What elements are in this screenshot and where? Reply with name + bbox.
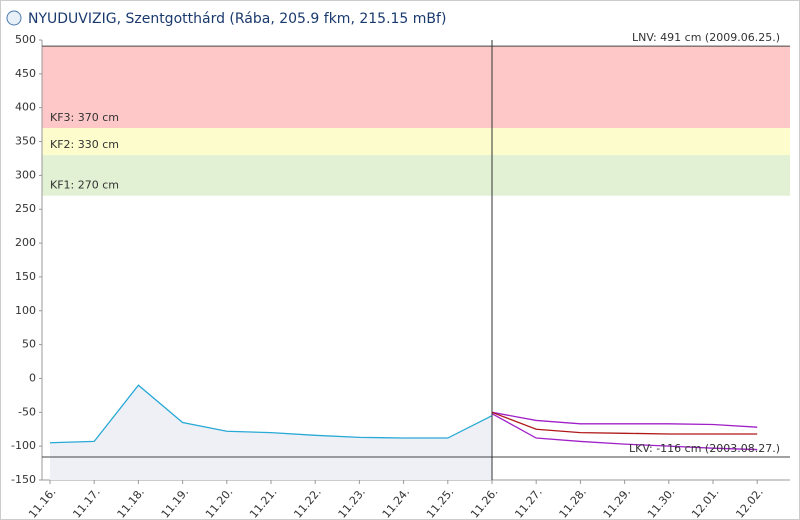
series-line	[49, 384, 493, 444]
y-tick-label: 450	[15, 67, 36, 80]
series-line	[491, 411, 758, 428]
y-tick-label: 0	[29, 371, 36, 384]
logo	[6, 10, 22, 26]
alert-band	[42, 155, 790, 196]
y-tick-label: 300	[15, 168, 36, 181]
y-tick-label: 400	[15, 101, 36, 114]
y-tick-label: -150	[11, 473, 36, 486]
y-tick-label: 50	[22, 338, 36, 351]
y-tick-label: 500	[15, 33, 36, 46]
alert-band	[42, 46, 790, 128]
band-label: KF3: 370 cm	[50, 111, 119, 124]
y-tick-label: 150	[15, 270, 36, 283]
band-label: KF2: 330 cm	[50, 138, 119, 151]
limit-label: LNV: 491 cm (2009.06.25.)	[632, 31, 780, 44]
series-line	[491, 411, 758, 435]
band-label: KF1: 270 cm	[50, 179, 119, 192]
y-tick-label: 100	[15, 304, 36, 317]
y-tick-label: 250	[15, 202, 36, 215]
y-tick-label: -100	[11, 439, 36, 452]
y-tick-label: 350	[15, 135, 36, 148]
limit-label: LKV: -116 cm (2003.08.27.)	[629, 442, 780, 455]
y-tick-label: 200	[15, 236, 36, 249]
y-tick-label: -50	[18, 405, 36, 418]
chart-title: NYUDUVIZIG, Szentgotthárd (Rába, 205.9 f…	[28, 11, 446, 27]
series-line	[491, 413, 758, 451]
alert-band	[42, 128, 790, 156]
